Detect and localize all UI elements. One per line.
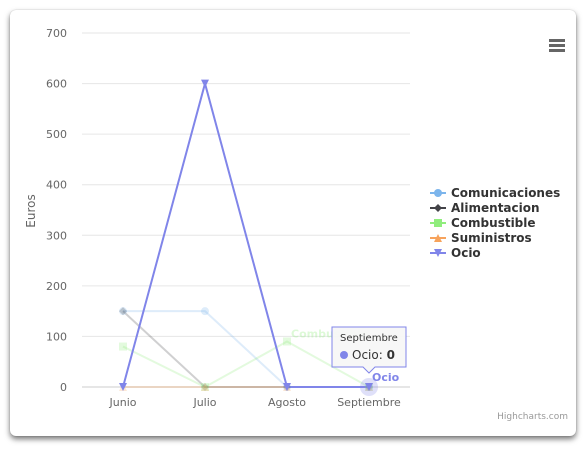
legend-item-comunicaciones[interactable]: Comunicaciones xyxy=(430,186,560,200)
hover-halo xyxy=(360,378,378,396)
data-point[interactable] xyxy=(201,307,209,316)
data-point[interactable] xyxy=(201,383,209,391)
series-lines xyxy=(122,82,370,388)
x-tick-label: Septiembre xyxy=(337,396,401,409)
tooltip-category: Septiembre xyxy=(340,333,398,344)
legend-item-alimentacion[interactable]: Alimentacion xyxy=(430,201,540,215)
legend-item-ocio[interactable]: Ocio xyxy=(430,246,481,260)
data-point[interactable] xyxy=(119,307,127,316)
y-tick-label: 700 xyxy=(46,27,67,40)
legend-symbol xyxy=(434,219,442,227)
credits-link[interactable]: Highcharts.com xyxy=(497,412,568,422)
context-menu-button[interactable] xyxy=(542,32,572,60)
series-markers xyxy=(119,79,373,391)
legend-label: Comunicaciones xyxy=(451,186,560,200)
data-point[interactable] xyxy=(201,383,209,391)
data-point[interactable] xyxy=(365,383,373,391)
series-combustible xyxy=(122,340,370,388)
series-line xyxy=(122,82,369,388)
legend-symbol xyxy=(434,234,442,242)
data-point[interactable] xyxy=(201,79,209,88)
y-tick-label: 100 xyxy=(46,330,67,343)
x-tick-label: Julio xyxy=(192,396,216,409)
legend-label: Ocio xyxy=(451,246,481,260)
legend-symbol xyxy=(434,189,442,197)
y-tick-label: 500 xyxy=(46,128,67,141)
tooltip-series-dot xyxy=(340,351,348,359)
tooltip: Septiembre Ocio: 0 xyxy=(331,326,407,374)
data-point[interactable] xyxy=(283,337,291,346)
line-chart: 0 100 200 300 400 500 600 700 Junio Julio Agosto S… xyxy=(24,27,572,422)
series-ocio xyxy=(122,82,369,388)
chart-container: 0 100 200 300 400 500 600 700 Junio Julio Agosto S… xyxy=(10,10,576,436)
x-axis-ticks: Junio Julio Agosto Septiembre xyxy=(109,396,402,409)
data-label-ocio: Ocio xyxy=(372,371,400,384)
tooltip-value: Ocio: 0 xyxy=(352,348,395,362)
y-tick-label: 600 xyxy=(46,78,67,91)
y-axis-label: Euros xyxy=(24,194,38,227)
y-tick-label: 300 xyxy=(46,229,67,242)
legend-symbol xyxy=(434,249,442,257)
x-tick-label: Agosto xyxy=(268,396,306,409)
legend-label: Combustible xyxy=(451,216,536,230)
legend-symbol xyxy=(434,204,442,212)
data-point[interactable] xyxy=(119,307,127,316)
y-tick-label: 0 xyxy=(60,381,67,394)
y-tick-label: 200 xyxy=(46,280,67,293)
legend-label: Alimentacion xyxy=(451,201,540,215)
series-line xyxy=(122,340,370,388)
data-point[interactable] xyxy=(119,342,127,351)
legend-label: Suministros xyxy=(451,231,532,245)
x-tick-label: Junio xyxy=(109,396,137,409)
data-point[interactable] xyxy=(201,383,209,391)
hamburger-menu-icon xyxy=(549,39,565,52)
markers-ocio xyxy=(119,79,373,391)
legend-item-combustible[interactable]: Combustible xyxy=(430,216,536,230)
tooltip-box xyxy=(331,326,407,374)
legend-item-suministros[interactable]: Suministros xyxy=(430,231,532,245)
data-point[interactable] xyxy=(283,383,291,391)
legend: ComunicacionesAlimentacionCombustibleSum… xyxy=(430,186,560,260)
y-tick-label: 400 xyxy=(46,179,67,192)
data-point[interactable] xyxy=(119,383,127,391)
y-axis-ticks: 0 100 200 300 400 500 600 700 xyxy=(46,27,67,394)
